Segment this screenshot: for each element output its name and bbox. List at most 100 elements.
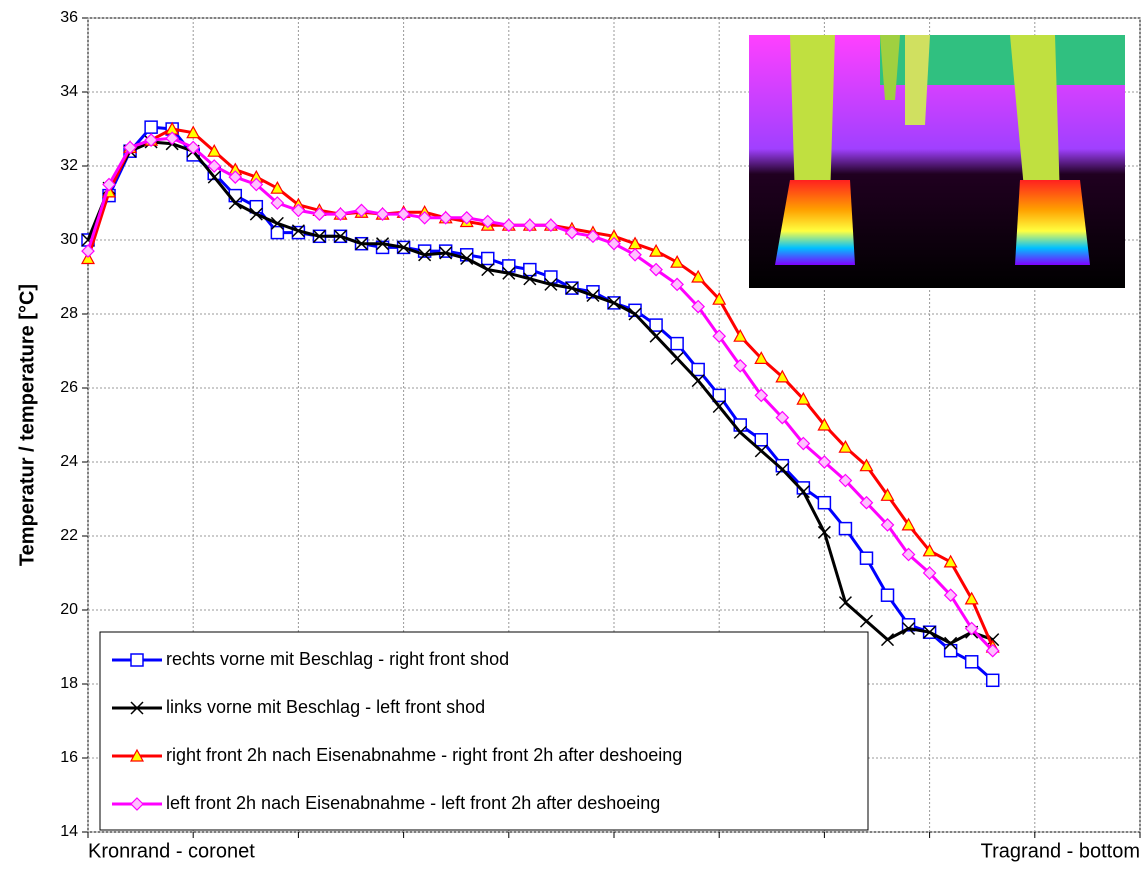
marker	[817, 495, 832, 510]
marker	[333, 207, 348, 221]
marker	[270, 225, 285, 240]
marker	[775, 369, 790, 383]
marker	[649, 318, 663, 332]
marker	[754, 444, 768, 458]
legend-label: rechts vorne mit Beschlag - right front …	[166, 649, 509, 669]
marker	[775, 410, 790, 425]
marker	[754, 433, 769, 447]
y-tick-label: 30	[60, 231, 78, 248]
y-tick-label: 26	[60, 379, 78, 396]
legend-label: right front 2h nach Eisenabnahme - right…	[166, 745, 682, 765]
marker	[670, 277, 684, 292]
marker	[291, 203, 306, 218]
marker	[607, 296, 621, 310]
marker	[985, 643, 1000, 658]
marker	[418, 248, 432, 262]
marker	[838, 596, 852, 610]
marker	[691, 362, 705, 377]
marker	[207, 159, 222, 173]
marker	[901, 547, 916, 562]
marker	[670, 336, 684, 351]
marker	[207, 170, 221, 184]
marker	[964, 591, 979, 605]
marker	[207, 143, 222, 157]
marker	[649, 262, 663, 277]
y-tick-label: 22	[60, 527, 78, 544]
marker	[733, 328, 748, 342]
marker	[754, 388, 769, 403]
legend-marker	[130, 797, 144, 811]
legend-label: left front 2h nach Eisenabnahme - left f…	[166, 793, 660, 813]
marker	[649, 329, 663, 343]
y-tick-label: 24	[60, 453, 78, 470]
marker	[859, 614, 874, 628]
marker	[376, 237, 390, 251]
marker	[312, 229, 326, 243]
marker	[228, 170, 243, 184]
marker	[859, 551, 874, 565]
marker	[522, 218, 537, 233]
marker	[481, 263, 495, 277]
marker	[144, 120, 158, 134]
marker	[523, 272, 537, 286]
legend	[99, 631, 869, 831]
marker	[880, 488, 895, 501]
legend-marker	[129, 748, 145, 762]
marker	[459, 210, 474, 225]
marker	[565, 225, 579, 240]
marker	[565, 281, 579, 295]
marker	[480, 214, 495, 229]
marker	[859, 458, 874, 472]
y-tick-label: 34	[60, 83, 78, 100]
marker	[80, 251, 96, 265]
marker	[691, 269, 706, 283]
marker	[838, 473, 853, 488]
marker	[460, 251, 474, 266]
marker	[796, 485, 810, 499]
marker	[964, 621, 979, 636]
marker	[754, 351, 769, 364]
marker	[817, 417, 832, 431]
marker	[922, 543, 937, 557]
marker	[186, 125, 201, 139]
marker	[439, 246, 453, 260]
marker	[249, 207, 263, 221]
y-tick-label: 16	[60, 749, 78, 766]
marker	[985, 673, 1000, 688]
x-end-label: Tragrand - bottom	[981, 840, 1140, 862]
marker	[270, 180, 285, 194]
x-start-label: Kronrand - coronet	[88, 840, 255, 862]
y-tick-label: 20	[60, 601, 78, 618]
marker	[943, 588, 958, 603]
marker	[691, 299, 706, 314]
marker	[943, 554, 958, 568]
marker	[312, 207, 327, 221]
marker	[628, 247, 642, 262]
marker	[249, 177, 264, 192]
marker	[144, 133, 158, 147]
marker	[838, 521, 853, 536]
marker	[817, 525, 831, 539]
marker	[901, 517, 916, 531]
marker	[628, 307, 642, 321]
marker	[670, 254, 685, 268]
marker	[944, 636, 958, 650]
marker	[544, 277, 558, 291]
marker	[902, 621, 916, 636]
marker	[375, 207, 390, 221]
marker	[670, 351, 684, 365]
marker	[712, 388, 726, 403]
marker	[586, 288, 600, 303]
marker	[880, 633, 895, 647]
marker	[438, 210, 453, 225]
marker	[523, 262, 537, 277]
marker	[417, 210, 432, 225]
marker	[712, 291, 727, 305]
y-tick-label: 18	[60, 675, 78, 692]
marker	[712, 329, 727, 344]
y-tick-label: 14	[60, 823, 78, 840]
y-tick-label: 28	[60, 305, 78, 322]
marker	[186, 140, 201, 155]
marker	[123, 140, 137, 155]
